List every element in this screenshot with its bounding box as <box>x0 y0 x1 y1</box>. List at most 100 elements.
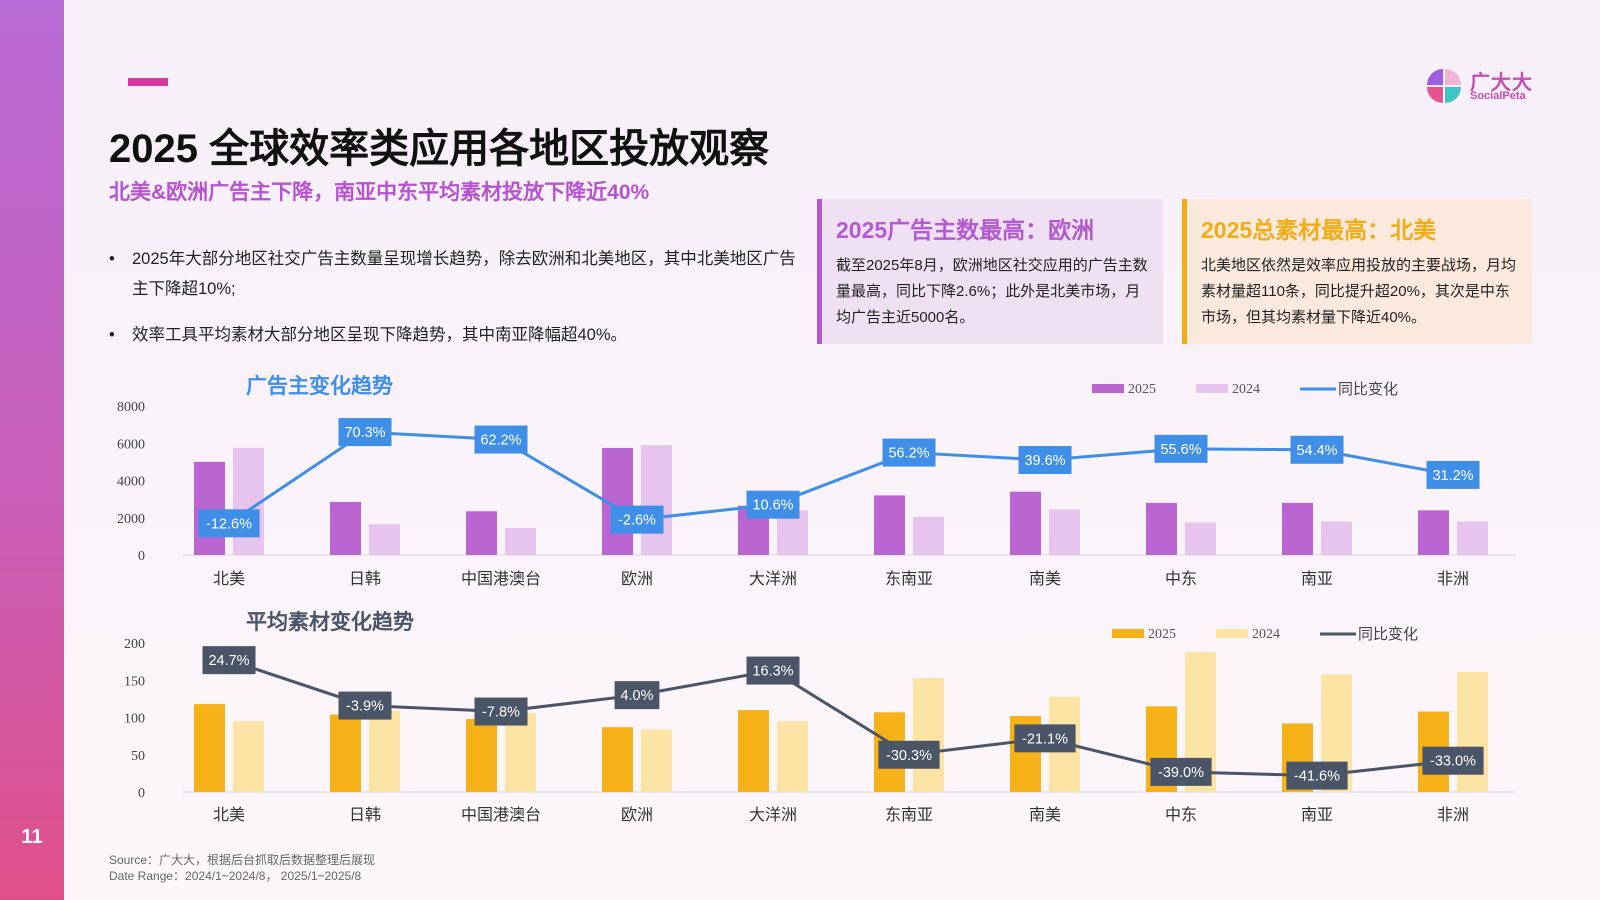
x-category-label: 北美 <box>213 570 245 588</box>
bar-2025 <box>466 718 497 792</box>
yoy-label-box <box>1018 446 1072 475</box>
bar-2025 <box>1146 502 1177 555</box>
legend-swatch-2025 <box>1092 384 1124 393</box>
bar-2025 <box>330 714 361 792</box>
yoy-data-label: 10.6% <box>752 498 793 514</box>
x-category-label: 南亚 <box>1301 570 1333 588</box>
yoy-data-label: 56.2% <box>888 446 929 462</box>
yoy-label-box <box>1426 460 1480 489</box>
y-tick-label: 200 <box>124 637 145 652</box>
chart-title: 平均素材变化趋势 <box>246 610 414 634</box>
yoy-data-label: -12.6% <box>206 516 252 532</box>
x-category-label: 欧洲 <box>621 570 653 588</box>
yoy-label-box <box>1286 761 1348 790</box>
x-category-label: 南亚 <box>1301 806 1333 824</box>
yoy-data-label: 55.6% <box>1160 442 1201 458</box>
legend-label-2025: 2025 <box>1148 627 1176 642</box>
x-category-label: 北美 <box>213 806 245 824</box>
bar-2024 <box>777 721 808 792</box>
yoy-label-box <box>1422 746 1484 775</box>
chart-title: 广告主变化趋势 <box>246 374 393 398</box>
yoy-label-box <box>878 740 940 769</box>
yoy-data-label: -30.3% <box>886 748 932 764</box>
yoy-label-box <box>338 418 392 447</box>
yoy-data-label: 16.3% <box>752 664 793 680</box>
legend-swatch-2024 <box>1216 629 1248 638</box>
yoy-data-label: 31.2% <box>1432 468 1473 484</box>
yoy-label-box <box>202 646 256 675</box>
bar-2024 <box>913 678 944 792</box>
bar-2025 <box>194 704 225 792</box>
title-accent-dash <box>128 78 168 86</box>
page-title: 2025 全球效率类应用各地区投放观察 <box>109 127 770 171</box>
bar-2024 <box>369 524 400 555</box>
yoy-data-label: -3.9% <box>346 699 384 715</box>
yoy-label-box <box>614 681 660 710</box>
x-category-label: 中东 <box>1165 570 1197 588</box>
card-title: 2025总素材最高：北美 <box>1201 217 1437 243</box>
yoy-data-label: 39.6% <box>1024 453 1065 469</box>
yoy-label-box <box>338 691 392 720</box>
bar-2025 <box>602 727 633 792</box>
legend-label-yoy: 同比变化 <box>1358 626 1418 643</box>
legend-label-2025: 2025 <box>1128 382 1156 397</box>
bar-2024 <box>641 729 672 792</box>
bar-2025 <box>194 461 225 555</box>
bar-2025 <box>1010 491 1041 555</box>
bar-2025 <box>330 501 361 555</box>
yoy-data-label: 62.2% <box>480 433 521 449</box>
y-tick-label: 100 <box>124 712 145 727</box>
y-tick-label: 6000 <box>117 437 145 452</box>
yoy-label-box <box>1150 757 1212 786</box>
bar-2024 <box>1049 509 1080 555</box>
yoy-label-box <box>198 509 260 538</box>
x-category-label: 南美 <box>1029 570 1061 588</box>
bar-2024 <box>233 721 264 792</box>
y-tick-label: 50 <box>131 749 145 764</box>
bar-2025 <box>466 511 497 555</box>
x-category-label: 中国港澳台 <box>461 570 541 588</box>
x-category-label: 非洲 <box>1437 806 1469 824</box>
y-tick-label: 150 <box>124 674 145 689</box>
source-note: Source：广大大，根据后台抓取后数据整理后展现 Date Range：202… <box>109 852 375 884</box>
bar-2024 <box>641 445 672 555</box>
north-america-highlight-card: 2025总素材最高：北美 北美地区依然是效率应用投放的主要战场，月均素材量超11… <box>1182 199 1532 344</box>
bar-2024 <box>913 516 944 555</box>
legend-swatch-2025 <box>1112 629 1144 638</box>
legend-label-2024: 2024 <box>1232 382 1260 397</box>
x-category-label: 非洲 <box>1437 570 1469 588</box>
card-body: 截至2025年8月，欧洲地区社交应用的广告主数量最高，同比下降2.6%；此外是北… <box>836 257 1148 326</box>
y-tick-label: 8000 <box>117 400 145 415</box>
yoy-data-label: -33.0% <box>1430 754 1476 770</box>
yoy-label-box <box>610 505 664 534</box>
bar-2024 <box>505 527 536 555</box>
legend-label-2024: 2024 <box>1252 627 1280 642</box>
yoy-label-box <box>474 697 528 726</box>
logo-en-text: SocialPeta <box>1470 90 1526 102</box>
bar-2025 <box>738 710 769 792</box>
bar-2024 <box>1321 521 1352 555</box>
bullet-list: 2025年大部分地区社交广告主数量呈现增长趋势，除去欧洲和北美地区，其中北美地区… <box>109 244 809 366</box>
yoy-data-label: -21.1% <box>1022 731 1068 747</box>
x-category-label: 大洋洲 <box>749 570 797 588</box>
source-line: Source：广大大，根据后台抓取后数据整理后展现 <box>109 853 376 867</box>
x-category-label: 中东 <box>1165 806 1197 824</box>
yoy-data-label: 54.4% <box>1296 443 1337 459</box>
bar-2024 <box>369 710 400 792</box>
x-category-label: 大洋洲 <box>749 806 797 824</box>
bar-2024 <box>1457 521 1488 555</box>
yoy-line <box>228 430 1454 525</box>
page-number: 11 <box>21 826 43 848</box>
bullet-item: 效率工具平均素材大部分地区呈现下降趋势，其中南亚降幅超40%。 <box>109 320 809 350</box>
bar-2025 <box>1418 510 1449 555</box>
bullet-item: 2025年大部分地区社交广告主数量呈现增长趋势，除去欧洲和北美地区，其中北美地区… <box>109 244 809 304</box>
yoy-data-label: -2.6% <box>618 513 656 529</box>
yoy-label-box <box>1154 434 1208 463</box>
europe-highlight-card: 2025广告主数最高：欧洲 截至2025年8月，欧洲地区社交应用的广告主数量最高… <box>817 199 1163 344</box>
yoy-data-label: 24.7% <box>208 653 249 669</box>
brand-logo: 广大大 SocialPeta <box>1426 66 1546 106</box>
yoy-line <box>228 658 1454 778</box>
yoy-label-box <box>474 425 528 454</box>
logo-cn-text: 广大大 <box>1470 72 1533 94</box>
